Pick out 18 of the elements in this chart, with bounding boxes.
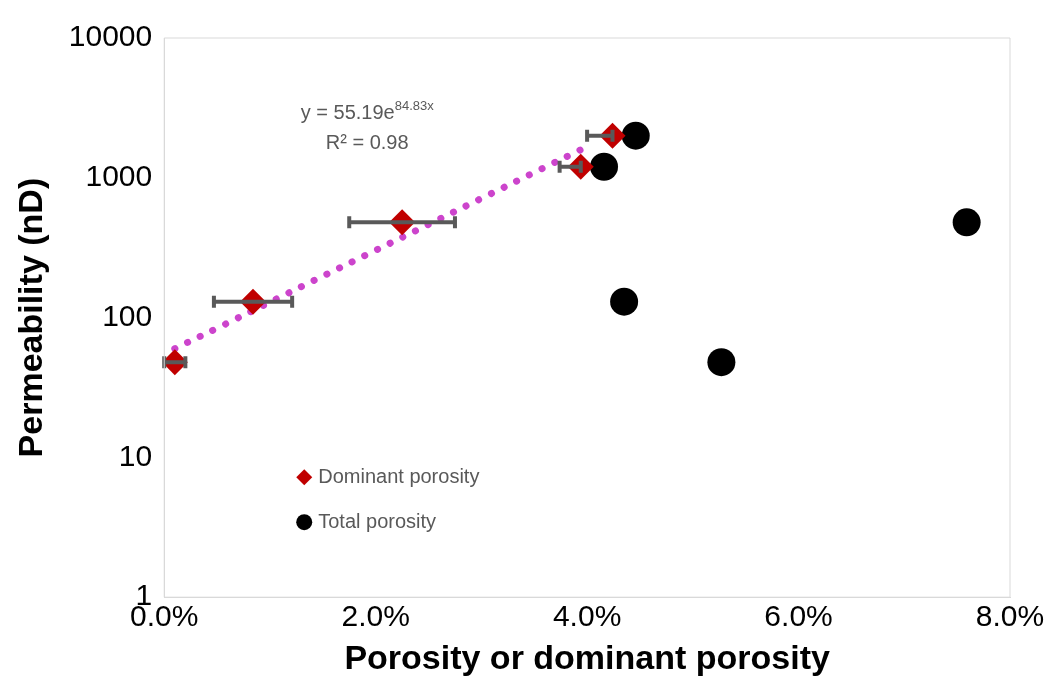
y-tick-label: 100 [102,298,153,332]
x-tick-label: 6.0% [764,599,833,633]
legend-label: Total porosity [318,509,437,532]
annotation: R² = 0.98 [325,130,409,153]
legend-label: Dominant porosity [318,464,480,487]
y-tick-label: 10 [118,438,153,472]
x-axis-title: Porosity or dominant porosity [344,637,830,676]
x-tick-label: 4.0% [552,599,622,633]
point [621,121,650,150]
y-axis-title: Permeability (nD) [10,177,49,458]
point [952,208,981,237]
point [590,152,619,181]
point [707,348,736,377]
y-tick-label: 10000 [68,19,153,53]
point [610,287,639,316]
x-tick-label: 2.0% [341,599,410,633]
x-tick-label: 8.0% [975,599,1045,633]
y-tick-label: 1000 [85,159,153,193]
